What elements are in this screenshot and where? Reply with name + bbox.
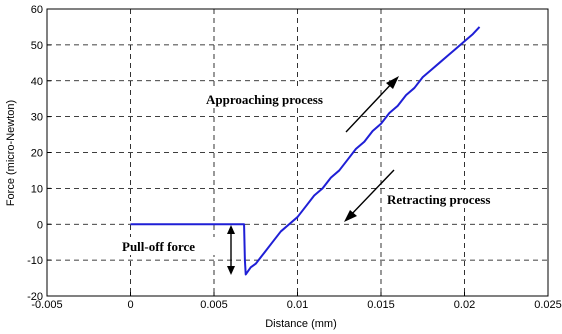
x-tick-label: 0 (127, 299, 133, 311)
x-tick-label: 0.005 (200, 299, 228, 311)
series-layer (130, 26, 481, 276)
retract-label: Retracting process (387, 192, 490, 207)
y-tick-label: -20 (27, 291, 43, 303)
x-axis-label: Distance (mm) (265, 318, 337, 330)
axis-ticks: -0.005 0 0.005 0.01 0.015 0.02 0.025 -20 -10 0 10 2… (27, 4, 562, 311)
force-distance-line (130, 26, 481, 276)
y-tick-label: 50 (31, 40, 43, 52)
annotation-arrows (227, 76, 399, 275)
approach-arrow (345, 79, 396, 133)
approach-arrow-head (386, 76, 399, 89)
y-tick-label: 0 (37, 219, 43, 231)
y-tick-label: 10 (31, 183, 43, 195)
y-axis-label: Force (micro-Newton) (5, 100, 17, 206)
y-tick-label: -10 (27, 255, 43, 267)
retract-label-bg (384, 190, 516, 208)
approach-label: Approaching process (206, 92, 323, 107)
pull-off-label: Pull-off force (122, 239, 195, 254)
retract-arrow (347, 169, 395, 219)
approach-label-bg (203, 90, 351, 108)
pull-off-arrow-head-top (227, 225, 235, 234)
y-tick-label: 60 (31, 4, 43, 16)
x-tick-label: 0.02 (454, 299, 475, 311)
x-tick-label: 0.025 (534, 299, 562, 311)
pull-off-label-bg (120, 237, 218, 255)
x-tick-label: 0.01 (287, 299, 308, 311)
x-tick-label: 0.015 (367, 299, 395, 311)
y-tick-label: 20 (31, 148, 43, 160)
y-tick-label: 40 (31, 76, 43, 88)
x-tick-label: -0.005 (31, 299, 62, 311)
y-tick-label: 30 (31, 112, 43, 124)
pull-off-arrow-head-bottom (227, 266, 235, 275)
retract-arrow-head (344, 210, 357, 222)
